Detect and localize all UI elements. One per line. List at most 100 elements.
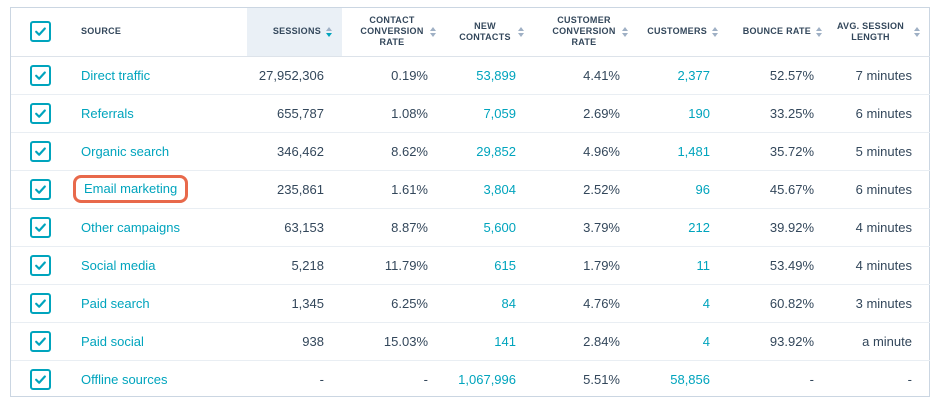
sort-arrows-icon	[430, 26, 436, 37]
new-contacts-cell: 1,067,996	[446, 360, 534, 398]
col-header-label: CUSTOMERS	[647, 26, 707, 37]
row-checkbox[interactable]	[29, 64, 51, 86]
new-contacts-link[interactable]: 84	[501, 295, 516, 311]
checkmark-icon	[34, 375, 46, 384]
customers-cell: 1,481	[638, 132, 728, 171]
customers-link[interactable]: 212	[688, 219, 710, 235]
checkmark-icon	[34, 108, 46, 118]
avg-session-length-value: 6 minutes	[832, 94, 930, 133]
row-checkbox[interactable]	[29, 292, 51, 314]
sessions-value: -	[319, 371, 324, 387]
new-contacts-cell: 53,899	[446, 56, 534, 95]
source-link-annotated[interactable]: Email marketing	[73, 175, 189, 203]
bounce-rate-value: 60.82%	[728, 284, 832, 323]
customers-link[interactable]: 96	[695, 181, 710, 197]
source-link[interactable]: Social media	[81, 257, 156, 273]
row-checkbox[interactable]	[29, 178, 51, 200]
table-row: Email marketing 235,861 1.61% 3,804 2.52…	[11, 170, 930, 209]
bounce-rate-value: 52.57%	[728, 56, 832, 95]
source-link[interactable]: Paid social	[81, 333, 144, 349]
table-row: Other campaigns 63,153 8.87% 5,600 3.79%…	[11, 208, 930, 247]
sort-arrows-icon	[326, 26, 332, 37]
table-row: Referrals 655,787 1.08% 7,059 2.69% 190 …	[11, 94, 930, 133]
contact-conversion-rate-value: 11.79%	[342, 246, 446, 285]
new-contacts-link[interactable]: 3,804	[483, 181, 516, 197]
avg-session-length-value: -	[907, 371, 912, 387]
customers-cell: 212	[638, 208, 728, 247]
bounce-rate-value: 33.25%	[728, 94, 832, 133]
col-header-avg-session-length[interactable]: AVG. SESSION LENGTH	[832, 8, 930, 57]
source-link[interactable]: Direct traffic	[81, 67, 151, 83]
col-header-source: SOURCE	[69, 8, 247, 57]
contact-conversion-rate-value: -	[423, 371, 428, 387]
customer-conversion-rate-value: 4.41%	[534, 56, 638, 95]
checkmark-icon	[34, 222, 46, 232]
customers-link[interactable]: 58,856	[670, 371, 710, 387]
col-header-customer-conversion-rate[interactable]: CUSTOMER CONVERSION RATE	[534, 8, 638, 57]
avg-session-length-value: 5 minutes	[832, 132, 930, 171]
bounce-rate-value: 53.49%	[728, 246, 832, 285]
new-contacts-link[interactable]: 141	[494, 333, 516, 349]
customers-cell: 11	[638, 246, 728, 285]
table-body: Direct traffic 27,952,306 0.19% 53,899 4…	[11, 56, 930, 398]
contact-conversion-rate-value: 1.08%	[342, 94, 446, 133]
row-checkbox[interactable]	[29, 368, 51, 390]
source-cell: Social media	[69, 246, 247, 285]
contact-conversion-rate-value: 8.62%	[342, 132, 446, 171]
col-header-label: SOURCE	[81, 26, 122, 37]
sessions-value: 63,153	[247, 208, 342, 247]
sessions-value: 346,462	[247, 132, 342, 171]
avg-session-length-value: 4 minutes	[832, 246, 930, 285]
row-checkbox[interactable]	[29, 330, 51, 352]
table-row: Paid social 938 15.03% 141 2.84% 4 93.92…	[11, 322, 930, 361]
row-checkbox[interactable]	[29, 140, 51, 162]
sort-arrows-icon	[712, 26, 718, 37]
source-link[interactable]: Offline sources	[81, 371, 168, 387]
col-header-customers[interactable]: CUSTOMERS	[638, 8, 728, 57]
new-contacts-link[interactable]: 1,067,996	[458, 371, 516, 387]
row-select-cell	[11, 132, 69, 171]
customer-conversion-rate-value: 4.76%	[534, 284, 638, 323]
new-contacts-link[interactable]: 29,852	[476, 143, 516, 159]
source-link[interactable]: Referrals	[81, 105, 134, 121]
source-cell: Direct traffic	[69, 56, 247, 95]
customers-link[interactable]: 4	[702, 295, 710, 311]
customers-link[interactable]: 190	[688, 105, 710, 121]
customers-link[interactable]: 2,377	[677, 67, 710, 83]
customer-conversion-rate-value: 3.79%	[534, 208, 638, 247]
new-contacts-link[interactable]: 5,600	[483, 219, 516, 235]
checkmark-icon	[34, 298, 46, 308]
source-cell: Other campaigns	[69, 208, 247, 247]
new-contacts-cell: 84	[446, 284, 534, 323]
new-contacts-link[interactable]: 53,899	[476, 67, 516, 83]
table-row: Direct traffic 27,952,306 0.19% 53,899 4…	[11, 56, 930, 95]
source-link[interactable]: Organic search	[81, 143, 170, 159]
customers-link[interactable]: 4	[702, 333, 710, 349]
sort-arrows-icon	[622, 26, 628, 37]
customers-cell: 4	[638, 322, 728, 361]
table-row: Paid search 1,345 6.25% 84 4.76% 4 60.82…	[11, 284, 930, 323]
col-header-contact-conversion-rate[interactable]: CONTACT CONVERSION RATE	[342, 8, 446, 57]
sessions-value: 655,787	[247, 94, 342, 133]
col-header-new-contacts[interactable]: NEW CONTACTS	[446, 8, 534, 57]
row-select-cell	[11, 94, 69, 133]
sessions-value: 1,345	[247, 284, 342, 323]
source-link[interactable]: Paid search	[81, 295, 150, 311]
checkmark-icon	[34, 336, 46, 346]
contact-conversion-rate-value: 0.19%	[342, 56, 446, 95]
sessions-value: 938	[247, 322, 342, 361]
select-all-checkbox[interactable]	[29, 21, 51, 43]
customers-cell: 4	[638, 284, 728, 323]
new-contacts-link[interactable]: 7,059	[483, 105, 516, 121]
customers-link[interactable]: 11	[696, 257, 711, 273]
col-header-sessions[interactable]: SESSIONS	[247, 8, 342, 57]
col-header-bounce-rate[interactable]: BOUNCE RATE	[728, 8, 832, 57]
new-contacts-link[interactable]: 615	[494, 257, 516, 273]
sessions-value: 235,861	[247, 170, 342, 209]
row-checkbox[interactable]	[29, 102, 51, 124]
customers-link[interactable]: 1,481	[677, 143, 710, 159]
contact-conversion-rate-value: 8.87%	[342, 208, 446, 247]
source-link[interactable]: Other campaigns	[81, 219, 180, 235]
row-checkbox[interactable]	[29, 254, 51, 276]
row-checkbox[interactable]	[29, 216, 51, 238]
